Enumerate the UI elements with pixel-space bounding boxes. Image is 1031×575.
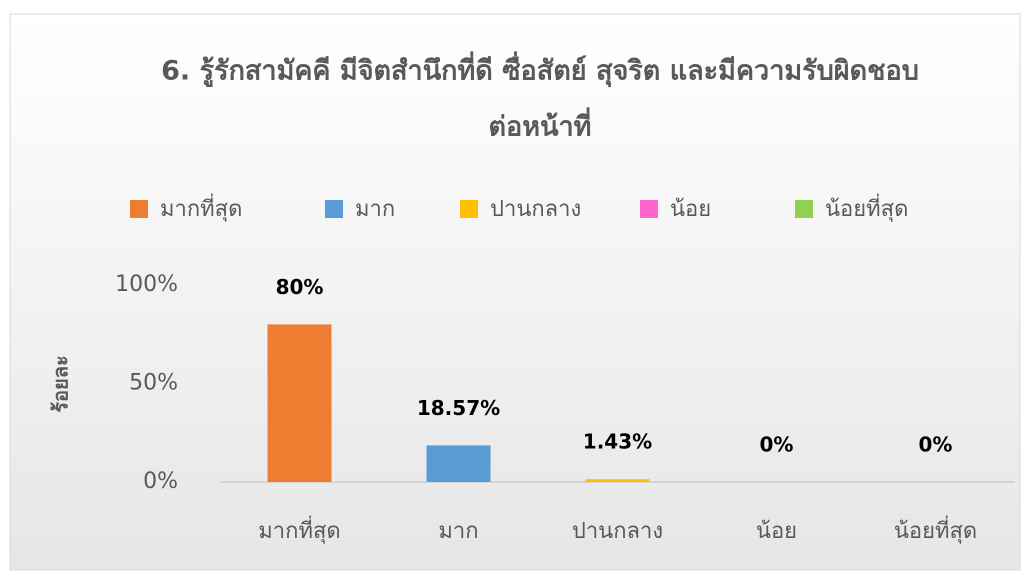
data-label: 80% [276, 275, 324, 299]
legend-swatch [130, 200, 148, 218]
data-label: 18.57% [417, 396, 500, 420]
data-label: 1.43% [583, 430, 652, 454]
bar [267, 324, 332, 482]
y-tick-label: 50% [129, 371, 178, 396]
legend-label: ปานกลาง [490, 197, 581, 222]
x-tick-label: น้อย [756, 519, 797, 544]
chart-background [9, 13, 1021, 571]
chart-title: 6. รู้รักสามัคคี มีจิตสำนึกที่ดี ซื่อสัต… [161, 51, 919, 88]
x-tick-label: มากที่สุด [258, 515, 340, 544]
chart-title: ต่อหน้าที่ [489, 107, 592, 143]
legend-swatch [460, 200, 478, 218]
bar [585, 479, 650, 482]
data-label: 0% [919, 433, 953, 457]
x-tick-label: น้อยที่สุด [894, 515, 977, 544]
y-axis-label: ร้อยละ [49, 355, 73, 412]
x-tick-label: มาก [438, 519, 478, 544]
y-tick-label: 0% [143, 469, 178, 494]
legend-swatch [640, 200, 658, 218]
bar [426, 445, 491, 482]
legend-label: น้อย [670, 197, 711, 222]
legend-swatch [795, 200, 813, 218]
legend-label: มากที่สุด [160, 193, 242, 222]
legend-label: มาก [355, 197, 395, 222]
x-tick-label: ปานกลาง [572, 519, 663, 544]
legend-swatch [325, 200, 343, 218]
y-tick-label: 100% [115, 272, 178, 297]
data-label: 0% [760, 433, 794, 457]
legend-label: น้อยที่สุด [825, 193, 908, 222]
